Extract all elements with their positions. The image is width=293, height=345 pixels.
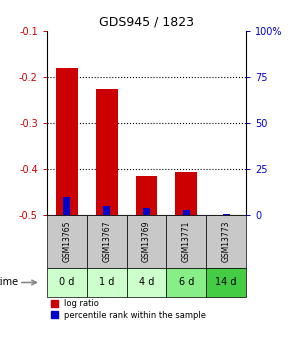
Text: time: time bbox=[0, 277, 19, 287]
Bar bbox=[136, 176, 157, 215]
Bar bbox=[87, 215, 127, 268]
Text: GSM13765: GSM13765 bbox=[62, 221, 71, 263]
Text: 14 d: 14 d bbox=[215, 277, 237, 287]
Bar bbox=[96, 89, 117, 215]
Bar bbox=[47, 268, 87, 297]
Title: GDS945 / 1823: GDS945 / 1823 bbox=[99, 16, 194, 29]
Bar bbox=[56, 68, 78, 215]
Bar bbox=[176, 171, 197, 215]
Text: GSM13769: GSM13769 bbox=[142, 221, 151, 263]
Bar bbox=[206, 215, 246, 268]
Bar bbox=[127, 215, 166, 268]
Bar bbox=[127, 268, 166, 297]
Bar bbox=[47, 215, 87, 268]
Bar bbox=[206, 268, 246, 297]
Bar bbox=[63, 197, 70, 215]
Text: GSM13771: GSM13771 bbox=[182, 221, 191, 262]
Bar bbox=[166, 215, 206, 268]
Text: 1 d: 1 d bbox=[99, 277, 114, 287]
Text: 6 d: 6 d bbox=[179, 277, 194, 287]
Bar bbox=[166, 268, 206, 297]
Text: 4 d: 4 d bbox=[139, 277, 154, 287]
Bar bbox=[103, 206, 110, 215]
Bar bbox=[143, 208, 150, 215]
Bar bbox=[183, 210, 190, 215]
Text: GSM13773: GSM13773 bbox=[222, 221, 231, 263]
Text: 0 d: 0 d bbox=[59, 277, 74, 287]
Bar bbox=[87, 268, 127, 297]
Legend: log ratio, percentile rank within the sample: log ratio, percentile rank within the sa… bbox=[51, 299, 206, 319]
Text: GSM13767: GSM13767 bbox=[102, 221, 111, 263]
